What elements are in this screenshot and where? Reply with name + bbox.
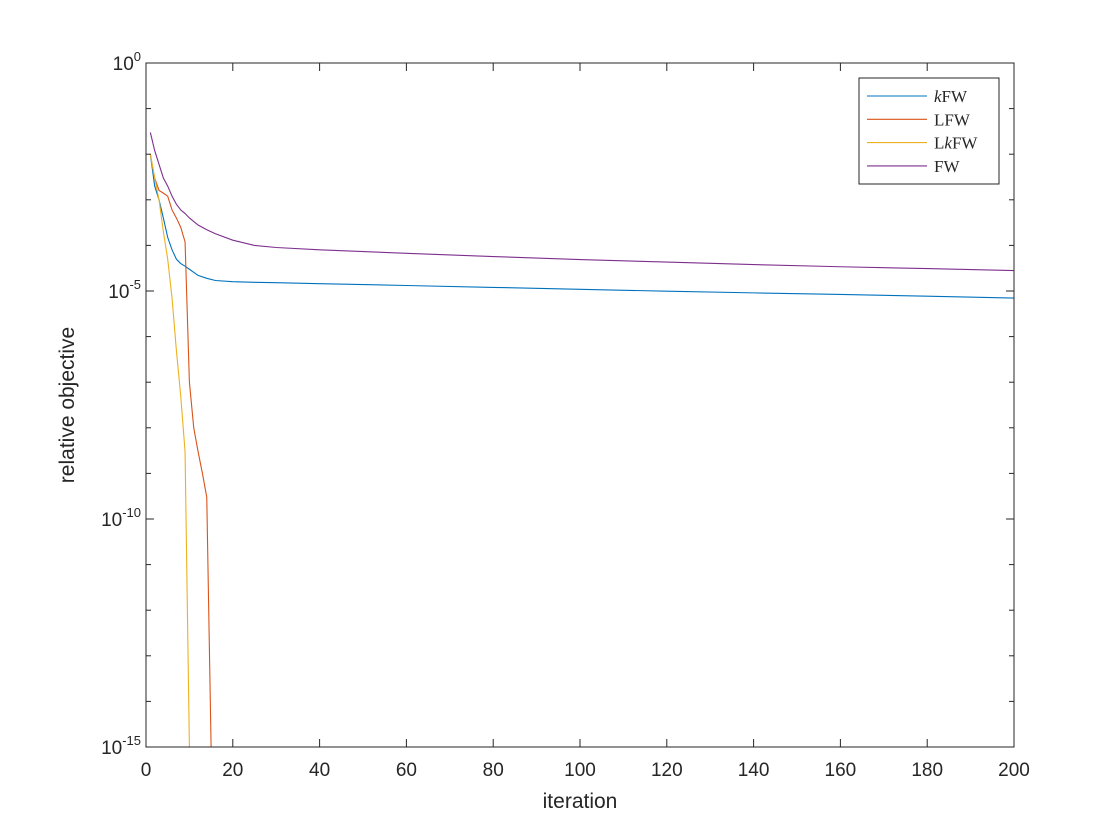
series-line-lkfw xyxy=(149,154,1014,748)
series-line-lfw xyxy=(149,154,1014,748)
x-tick-label: 60 xyxy=(396,760,417,781)
axes-box xyxy=(145,62,1015,748)
legend-label-kfw: kFW xyxy=(934,87,968,106)
x-tick-label: 160 xyxy=(825,760,857,781)
y-tick-label: 10-10 xyxy=(101,505,141,531)
x-tick-label: 20 xyxy=(222,760,243,781)
series-line-fw xyxy=(149,132,1015,272)
legend-label-lfw: LFW xyxy=(934,110,971,129)
y-axis-label: relative objective xyxy=(56,327,79,483)
series-layer xyxy=(149,132,1015,748)
x-tick-label: 180 xyxy=(911,760,943,781)
x-tick-label: 40 xyxy=(309,760,330,781)
x-axis-label: iteration xyxy=(543,790,618,813)
x-tick-label: 200 xyxy=(998,760,1030,781)
x-tick-label: 120 xyxy=(651,760,683,781)
y-tick-label: 100 xyxy=(113,49,141,75)
y-tick-label: 10-5 xyxy=(108,277,141,303)
y-tick-label: 10-15 xyxy=(101,733,141,759)
ticks-layer: 0 20 40 60 80 100 120 140 160 180 200 10-15 10-10 10-… xyxy=(101,49,1030,781)
x-tick-label: 100 xyxy=(564,760,596,781)
x-tick-label: 80 xyxy=(483,760,504,781)
legend: kFW LFW LkFW FW xyxy=(858,77,1000,185)
legend-box xyxy=(858,77,1000,185)
x-tick-label: 140 xyxy=(738,760,770,781)
legend-label-fw: FW xyxy=(934,157,960,176)
series-line-kfw xyxy=(149,154,1015,299)
x-tick-label: 0 xyxy=(141,760,152,781)
legend-label-lkfw: LkFW xyxy=(934,134,978,153)
